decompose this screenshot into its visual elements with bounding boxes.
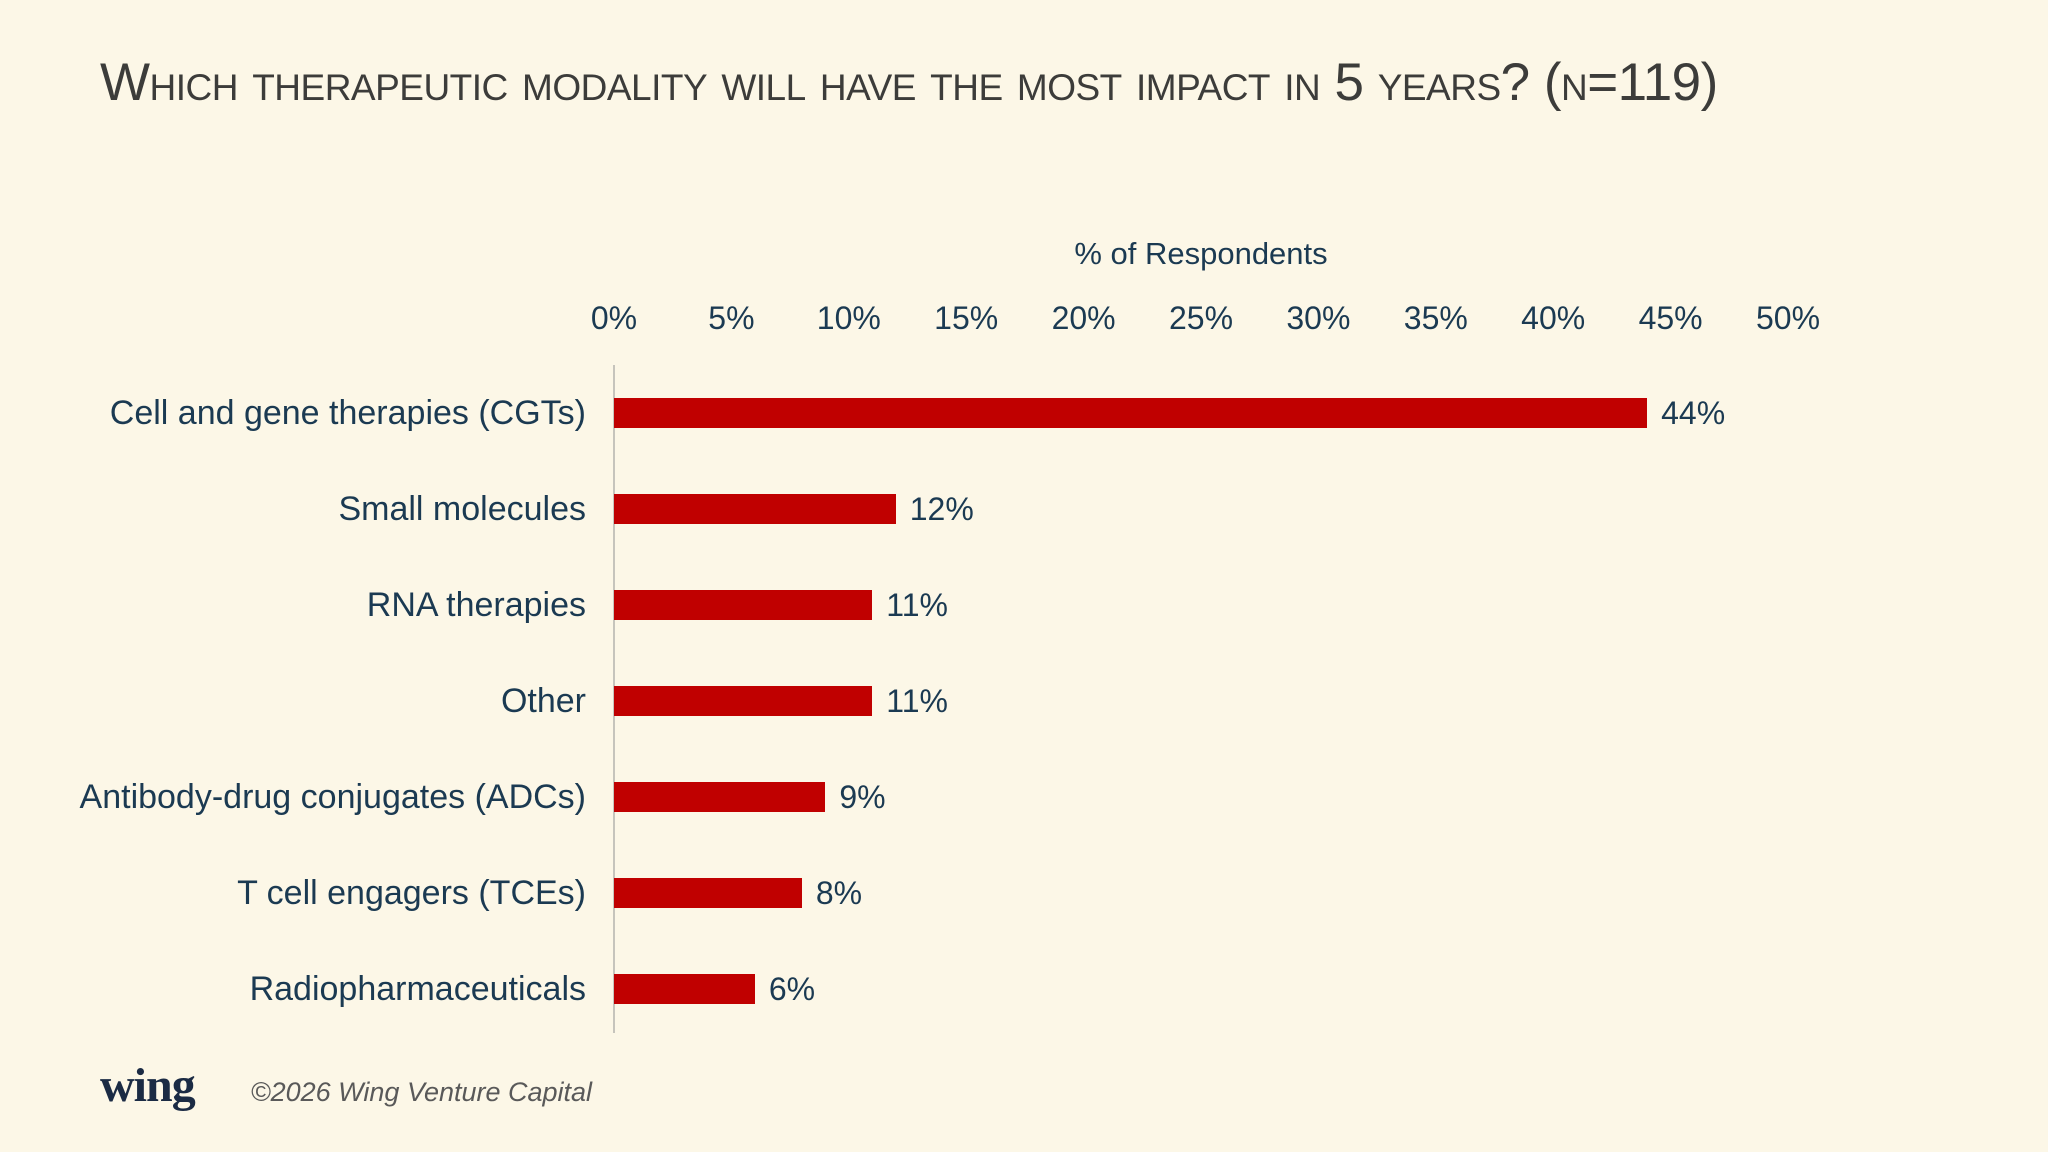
category-label: Cell and gene therapies (CGTs) <box>109 394 586 432</box>
category-label: RNA therapies <box>366 586 586 624</box>
value-label: 11% <box>886 683 948 719</box>
plot-area: Cell and gene therapies (CGTs) 44% Small m… <box>80 365 1788 1033</box>
x-tick-label: 50% <box>1755 300 1821 336</box>
value-label: 8% <box>815 875 863 911</box>
x-tick-label: 25% <box>1168 300 1234 336</box>
value-label: 12% <box>909 491 974 527</box>
bar-row: T cell engagers (TCEs) 8% <box>237 845 1788 941</box>
x-tick-label: 30% <box>1286 300 1351 336</box>
bar-row: Small molecules 12% <box>338 461 1788 557</box>
x-tick-label: 10% <box>816 300 881 336</box>
category-label: Other <box>500 682 586 720</box>
x-axis-ticks: 0% 5% 10% 15% 20% 25% 30% 35% 40% 45% 50% <box>591 300 1820 340</box>
bar <box>614 398 1648 428</box>
bar-row: RNA therapies 11% <box>367 557 1788 653</box>
category-label: Radiopharmaceuticals <box>249 970 586 1008</box>
category-label: Antibody-drug conjugates (ADCs) <box>79 778 586 816</box>
footer: wing ©2026 Wing Venture Capital <box>100 1058 592 1113</box>
x-tick-label: 45% <box>1638 300 1703 336</box>
category-label: Small molecules <box>338 490 586 528</box>
x-tick-label: 5% <box>708 300 755 336</box>
wing-logo: wing <box>100 1059 196 1112</box>
x-tick-label: 35% <box>1403 300 1468 336</box>
bar <box>614 590 873 620</box>
value-label: 9% <box>839 779 886 815</box>
bar-row: Radiopharmaceuticals 6% <box>250 941 1788 1037</box>
x-axis-title: % of Respondents <box>1074 236 1328 271</box>
bar-row: Cell and gene therapies (CGTs) 44% <box>110 365 1788 461</box>
x-tick-label: 20% <box>1051 300 1116 336</box>
chart-title: Which therapeutic modality will have the… <box>100 53 1718 112</box>
x-tick-label: 0% <box>590 300 638 336</box>
bar <box>614 782 826 812</box>
bar <box>614 878 802 908</box>
copyright-text: ©2026 Wing Venture Capital <box>250 1077 593 1107</box>
value-label: 11% <box>886 587 948 623</box>
bar <box>614 686 873 716</box>
bar-row: Antibody-drug conjugates (ADCs) 9% <box>80 749 1788 845</box>
category-label: T cell engagers (TCEs) <box>237 874 586 912</box>
bar-row: Other 11% <box>501 653 1788 749</box>
x-tick-label: 40% <box>1521 300 1586 336</box>
bar <box>614 974 755 1004</box>
value-label: 6% <box>768 971 816 1007</box>
x-tick-label: 15% <box>934 300 999 336</box>
value-label: 44% <box>1661 395 1726 431</box>
bar <box>614 494 896 524</box>
